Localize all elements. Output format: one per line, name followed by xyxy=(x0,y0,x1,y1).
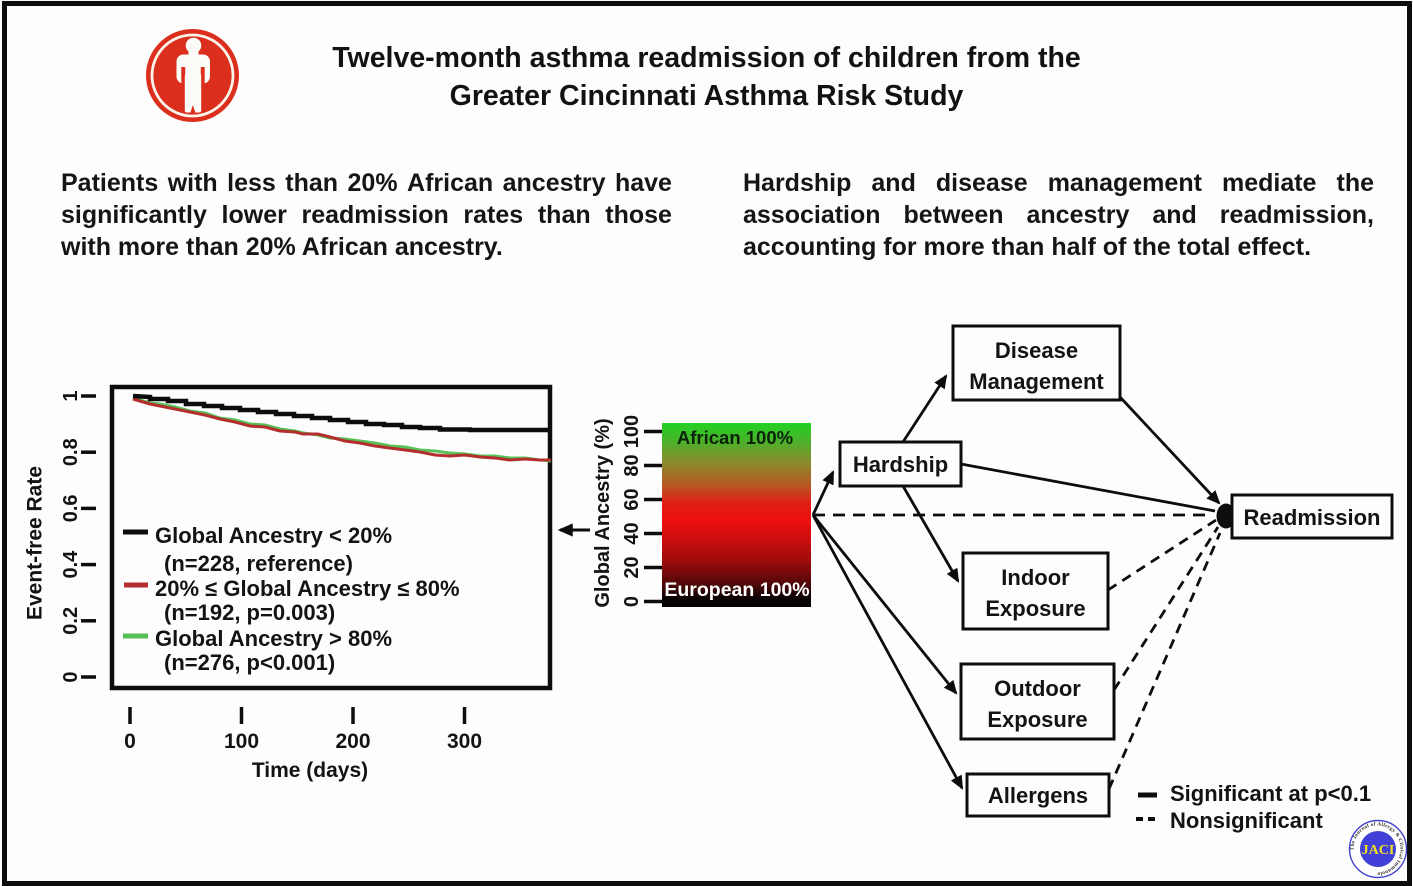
svg-text:0.4: 0.4 xyxy=(60,550,82,579)
svg-text:0: 0 xyxy=(60,671,82,682)
svg-text:Global Ancestry < 20%: Global Ancestry < 20% xyxy=(155,523,392,548)
svg-text:100: 100 xyxy=(224,730,259,753)
svg-text:(n=192, p=0.003): (n=192, p=0.003) xyxy=(164,600,335,625)
svg-text:(n=228, reference): (n=228, reference) xyxy=(164,551,353,576)
svg-text:Outdoor: Outdoor xyxy=(994,676,1081,701)
svg-text:300: 300 xyxy=(447,730,482,753)
svg-text:Readmission: Readmission xyxy=(1244,505,1381,530)
svg-text:20: 20 xyxy=(621,556,643,578)
svg-text:Exposure: Exposure xyxy=(987,707,1087,732)
svg-text:100: 100 xyxy=(621,415,643,448)
svg-text:0: 0 xyxy=(124,730,136,753)
svg-text:Allergens: Allergens xyxy=(988,783,1088,808)
svg-text:Indoor: Indoor xyxy=(1001,565,1070,590)
svg-text:60: 60 xyxy=(621,488,643,510)
svg-text:European 100%: European 100% xyxy=(664,579,809,601)
svg-text:Hardship: Hardship xyxy=(853,452,948,477)
svg-text:200: 200 xyxy=(335,730,370,753)
svg-text:Significant at p<0.1: Significant at p<0.1 xyxy=(1170,781,1371,806)
svg-text:0.8: 0.8 xyxy=(60,438,82,466)
svg-text:20% ≤ Global Ancestry ≤ 80%: 20% ≤ Global Ancestry ≤ 80% xyxy=(155,576,460,601)
svg-text:Event-free Rate: Event-free Rate xyxy=(24,466,47,620)
svg-text:40: 40 xyxy=(621,522,643,544)
svg-text:Time (days): Time (days) xyxy=(252,759,368,782)
svg-text:Exposure: Exposure xyxy=(985,596,1085,621)
svg-text:Disease: Disease xyxy=(995,338,1078,363)
svg-text:Global Ancestry (%): Global Ancestry (%) xyxy=(592,418,614,607)
svg-text:Nonsignificant: Nonsignificant xyxy=(1170,808,1323,833)
svg-text:80: 80 xyxy=(621,454,643,476)
svg-text:Global Ancestry > 80%: Global Ancestry > 80% xyxy=(155,626,392,651)
svg-text:JACI: JACI xyxy=(1362,843,1395,858)
svg-text:0.2: 0.2 xyxy=(60,607,82,635)
svg-text:African 100%: African 100% xyxy=(677,427,793,448)
svg-text:0.6: 0.6 xyxy=(60,494,82,522)
svg-text:(n=276, p<0.001): (n=276, p<0.001) xyxy=(164,650,335,675)
svg-text:1: 1 xyxy=(60,390,82,401)
svg-text:Management: Management xyxy=(969,369,1104,394)
svg-text:0: 0 xyxy=(621,596,643,607)
